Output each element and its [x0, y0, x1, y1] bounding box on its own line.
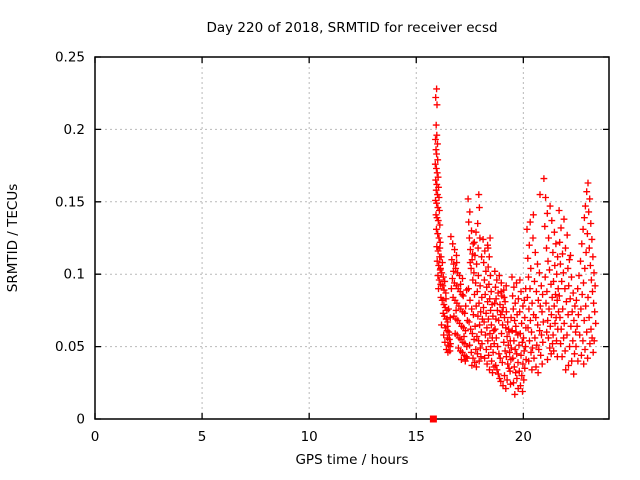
y-tick-label: 0 [76, 412, 85, 428]
scatter-points-srmtid [431, 85, 600, 398]
y-tick-label: 0.25 [55, 50, 85, 66]
y-tick-label: 0.2 [64, 122, 85, 138]
grid-lines [95, 57, 609, 419]
x-tick-label: 20 [515, 429, 532, 445]
x-tick-label: 0 [91, 429, 100, 445]
y-axis-label: SRMTID / TECUs [5, 183, 21, 293]
y-tick-label: 0.05 [55, 339, 85, 355]
x-tick-label: 5 [198, 429, 207, 445]
square-point-zero-marker [429, 415, 437, 423]
y-tick-label: 0.15 [55, 194, 85, 210]
x-tick-label: 15 [408, 429, 425, 445]
chart-title: Day 220 of 2018, SRMTID for receiver ecs… [206, 20, 498, 36]
x-axis-label: GPS time / hours [295, 452, 409, 468]
y-tick-label: 0.1 [64, 267, 85, 283]
x-tick-label: 10 [301, 429, 318, 445]
plot-border [94, 56, 610, 420]
axis-ticks [94, 56, 609, 420]
